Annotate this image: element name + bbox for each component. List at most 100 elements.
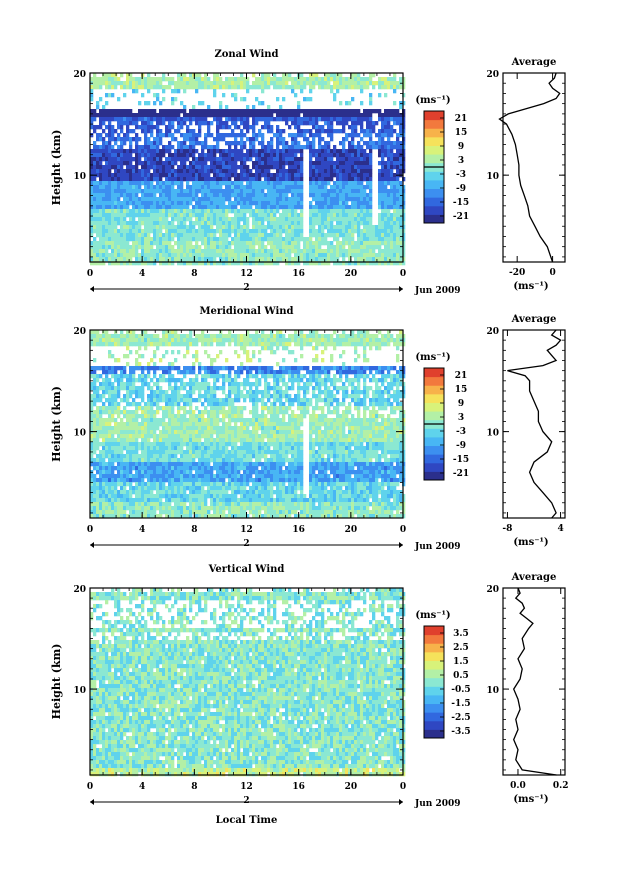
- heatmap-cell: [93, 237, 97, 242]
- heatmap-cell: [390, 225, 394, 230]
- heatmap-cell: [336, 249, 340, 254]
- heatmap-cell: [249, 177, 253, 182]
- heatmap-cell: [135, 177, 139, 182]
- heatmap-cell: [390, 233, 394, 238]
- heatmap-cell: [186, 338, 190, 343]
- heatmap-cell: [354, 225, 358, 230]
- heatmap-cell: [375, 225, 379, 230]
- heatmap-cell: [141, 370, 145, 375]
- heatmap-cell: [378, 342, 382, 347]
- heatmap-cell: [384, 81, 388, 86]
- heatmap-cell: [351, 237, 355, 242]
- heatmap-cell: [243, 229, 247, 234]
- heatmap-cell: [369, 113, 373, 118]
- heatmap-cell: [360, 374, 364, 379]
- colorbar-segment: [424, 188, 444, 198]
- heatmap-cell: [174, 169, 178, 174]
- heatmap-cell: [192, 366, 196, 371]
- heatmap-cell: [174, 257, 178, 262]
- heatmap-cell: [327, 209, 331, 214]
- heatmap-cell: [219, 241, 223, 246]
- heatmap-cell: [174, 153, 178, 158]
- heatmap-cell: [162, 153, 166, 158]
- heatmap-cell: [291, 350, 295, 355]
- heatmap-cell: [135, 225, 139, 230]
- heatmap-cell: [285, 209, 289, 214]
- heatmap-cell: [390, 85, 394, 90]
- heatmap-cell: [297, 185, 301, 190]
- heatmap-cell: [189, 109, 193, 114]
- heatmap-cell: [273, 205, 277, 210]
- heatmap-cell: [162, 378, 166, 383]
- heatmap-cell: [318, 225, 322, 230]
- heatmap-cell: [135, 81, 139, 86]
- heatmap-cell: [312, 249, 316, 254]
- heatmap-cell: [177, 141, 181, 146]
- heatmap-cell: [243, 133, 247, 138]
- heatmap-cell: [138, 77, 142, 82]
- heatmap-cell: [198, 157, 202, 162]
- heatmap-cell: [105, 145, 109, 150]
- heatmap-cell: [108, 85, 112, 90]
- heatmap-cell: [102, 77, 106, 82]
- heatmap-cell: [246, 137, 250, 142]
- heatmap-cell: [327, 117, 331, 122]
- heatmap-cell: [348, 370, 352, 375]
- heatmap-cell: [195, 350, 199, 355]
- heatmap-cell: [90, 370, 94, 375]
- heatmap-cell: [225, 189, 229, 194]
- heatmap-cell: [171, 161, 175, 166]
- heatmap-cell: [117, 177, 121, 182]
- heatmap-cell: [186, 181, 190, 186]
- heatmap-cell: [93, 157, 97, 162]
- heatmap-cell: [168, 133, 172, 138]
- heatmap-cell: [183, 193, 187, 198]
- heatmap-cell: [357, 81, 361, 86]
- heatmap-cell: [393, 129, 397, 134]
- heatmap-cell: [144, 117, 148, 122]
- heatmap-cell: [399, 205, 403, 210]
- heatmap-cell: [207, 225, 211, 230]
- heatmap-cell: [138, 362, 142, 367]
- heatmap-cell: [336, 229, 340, 234]
- heatmap-cell: [255, 342, 259, 347]
- heatmap-cell: [237, 241, 241, 246]
- heatmap-cell: [336, 181, 340, 186]
- heatmap-cell: [195, 253, 199, 258]
- heatmap-cell: [336, 89, 340, 94]
- heatmap-cell: [402, 374, 406, 379]
- heatmap-cell: [396, 161, 400, 166]
- heatmap-cell: [249, 201, 253, 206]
- heatmap-cell: [174, 161, 178, 166]
- heatmap-cell: [123, 181, 127, 186]
- heatmap-cell: [153, 113, 157, 118]
- heatmap-cell: [240, 181, 244, 186]
- heatmap-cell: [261, 229, 265, 234]
- heatmap-cell: [309, 334, 313, 339]
- heatmap-cell: [123, 354, 127, 359]
- heatmap-cell: [132, 165, 136, 170]
- heatmap-cell: [162, 257, 166, 262]
- heatmap-cell: [402, 101, 406, 106]
- heatmap-cell: [135, 245, 139, 250]
- heatmap-cell: [171, 125, 175, 130]
- heatmap-cell: [402, 117, 406, 122]
- heatmap-cell: [216, 149, 220, 154]
- heatmap-cell: [336, 217, 340, 222]
- heatmap-cell: [291, 374, 295, 379]
- heatmap-cell: [378, 93, 382, 98]
- heatmap-cell: [321, 189, 325, 194]
- heatmap-cell: [396, 137, 400, 142]
- heatmap-cell: [201, 149, 205, 154]
- heatmap-cell: [255, 113, 259, 118]
- heatmap-cell: [324, 201, 328, 206]
- heatmap-cell: [120, 129, 124, 134]
- heatmap-cell: [120, 81, 124, 86]
- heatmap-cell: [186, 233, 190, 238]
- heatmap-cell: [276, 161, 280, 166]
- heatmap-cell: [285, 237, 289, 242]
- heatmap-cell: [396, 153, 400, 158]
- heatmap-cell: [294, 241, 298, 246]
- heatmap-cell: [258, 225, 262, 230]
- heatmap-cell: [309, 330, 313, 335]
